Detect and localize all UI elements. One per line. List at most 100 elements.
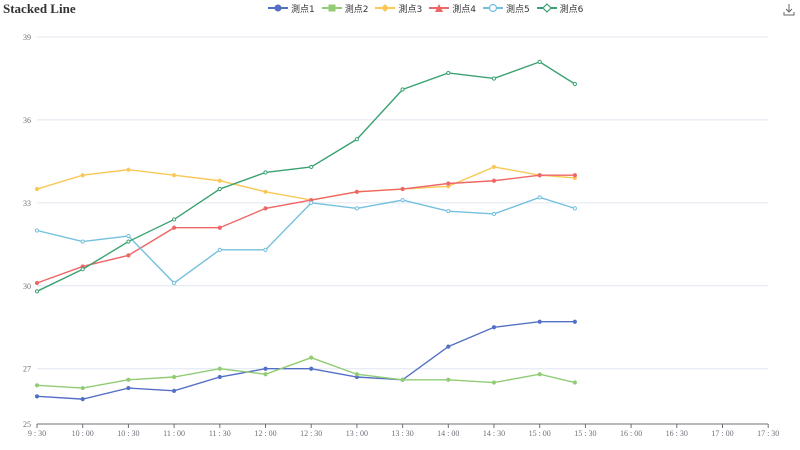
data-point[interactable] [34, 228, 40, 233]
series-6[interactable] [34, 59, 577, 294]
legend-item-6[interactable]: 測点6 [536, 2, 584, 15]
data-point[interactable] [400, 186, 405, 192]
data-point[interactable] [126, 377, 131, 382]
data-point[interactable] [446, 181, 451, 186]
data-point[interactable] [537, 173, 542, 178]
data-point[interactable] [491, 211, 497, 217]
data-point[interactable] [354, 372, 359, 377]
data-point[interactable] [126, 385, 131, 391]
series-1[interactable] [34, 319, 577, 402]
data-point[interactable] [126, 233, 131, 239]
data-point[interactable] [263, 170, 268, 175]
data-point[interactable] [572, 81, 577, 87]
data-point[interactable] [537, 195, 542, 200]
x-axis-tick-label: 14 : 00 [437, 429, 459, 438]
data-point[interactable] [537, 319, 542, 324]
series-5[interactable] [34, 195, 577, 286]
data-point[interactable] [34, 280, 40, 286]
data-point[interactable] [126, 253, 131, 258]
data-point[interactable] [217, 247, 222, 252]
data-point[interactable] [491, 164, 497, 170]
data-point[interactable] [172, 225, 177, 230]
x-axis-tick-label: 17 : 30 [757, 429, 779, 438]
data-point[interactable] [309, 355, 314, 360]
data-point[interactable] [400, 377, 405, 382]
data-point[interactable] [34, 289, 40, 294]
data-point[interactable] [572, 206, 577, 211]
data-point[interactable] [400, 197, 405, 203]
x-axis-tick-label: 15 : 30 [574, 429, 596, 438]
series-line [36, 61, 576, 292]
data-point[interactable] [537, 59, 542, 64]
legend-label: 測点2 [344, 4, 369, 15]
x-axis-tick-label: 11 : 00 [163, 429, 185, 438]
data-point[interactable] [172, 388, 177, 393]
data-point[interactable] [217, 178, 222, 183]
series-3[interactable] [34, 164, 577, 203]
data-point[interactable] [572, 173, 577, 178]
data-point[interactable] [80, 173, 85, 178]
data-point[interactable] [126, 239, 131, 244]
data-point[interactable] [217, 186, 222, 192]
download-icon[interactable] [782, 3, 796, 17]
data-point[interactable] [309, 366, 314, 371]
legend-item-2[interactable]: 測点2 [321, 2, 369, 15]
series-line [36, 321, 575, 400]
legend-label: 測点6 [559, 4, 584, 15]
data-point[interactable] [80, 397, 85, 402]
data-point[interactable] [172, 280, 177, 286]
x-axis-tick-label: 15 : 00 [529, 429, 551, 438]
data-point[interactable] [446, 344, 451, 349]
data-point[interactable] [263, 366, 268, 371]
data-point[interactable] [309, 164, 314, 170]
data-point[interactable] [172, 173, 177, 178]
data-point[interactable] [537, 372, 542, 377]
legend-marker-icon [482, 3, 503, 13]
data-point[interactable] [572, 319, 577, 324]
data-point[interactable] [217, 225, 222, 230]
x-axis-tick-label: 16 : 30 [666, 429, 688, 438]
data-point[interactable] [263, 206, 268, 211]
x-axis-tick-label: 14 : 30 [483, 429, 505, 438]
data-point[interactable] [80, 267, 85, 272]
data-point[interactable] [446, 377, 451, 382]
data-point[interactable] [34, 383, 40, 388]
data-point[interactable] [354, 206, 359, 211]
data-point[interactable] [172, 217, 177, 222]
x-axis-tick-label: 13 : 30 [391, 429, 413, 438]
legend-marker-icon [536, 3, 557, 13]
legend-label: 測点5 [505, 4, 530, 15]
data-point[interactable] [263, 189, 268, 194]
legend-item-3[interactable]: 測点3 [375, 2, 422, 15]
data-point[interactable] [572, 380, 577, 385]
data-point[interactable] [309, 200, 314, 205]
data-point[interactable] [491, 325, 497, 330]
data-point[interactable] [263, 372, 268, 377]
y-axis-tick-label: 30 [23, 282, 31, 291]
data-point[interactable] [80, 239, 85, 244]
data-point[interactable] [34, 394, 40, 399]
data-point[interactable] [263, 247, 268, 252]
data-point[interactable] [80, 385, 85, 391]
data-point[interactable] [172, 374, 177, 380]
data-point[interactable] [217, 366, 222, 371]
data-point[interactable] [491, 380, 497, 385]
data-point[interactable] [126, 167, 131, 172]
data-point[interactable] [491, 76, 497, 81]
data-point[interactable] [446, 209, 451, 214]
series-line [36, 166, 575, 201]
x-axis-tick-label: 11 : 30 [209, 429, 231, 438]
data-point[interactable] [34, 186, 40, 192]
series-2[interactable] [34, 355, 577, 391]
data-point[interactable] [400, 87, 405, 92]
legend-item-4[interactable]: 測点4 [429, 2, 476, 15]
data-point[interactable] [491, 178, 497, 183]
legend-item-1[interactable]: 測点1 [268, 2, 315, 15]
data-point[interactable] [446, 70, 451, 76]
series-4[interactable] [34, 173, 577, 286]
legend-item-5[interactable]: 測点5 [482, 2, 530, 15]
data-point[interactable] [354, 189, 359, 194]
data-point[interactable] [217, 374, 222, 380]
data-point[interactable] [354, 137, 359, 142]
